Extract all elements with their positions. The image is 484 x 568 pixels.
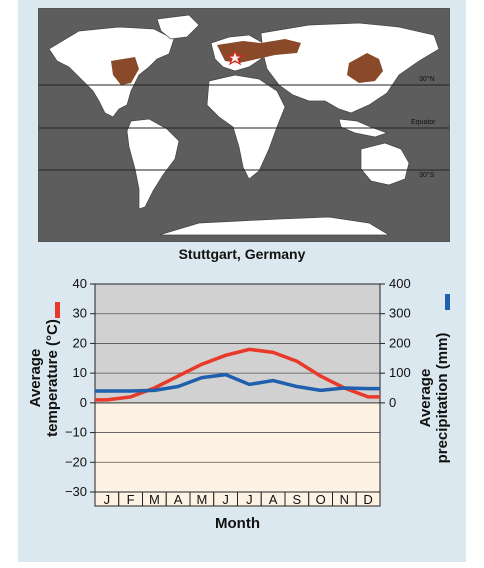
temperature-legend-swatch: [55, 302, 60, 318]
month-label: J: [104, 492, 111, 507]
month-label: J: [222, 492, 229, 507]
y-left-tick-label: −30: [65, 484, 87, 499]
month-label: M: [196, 492, 207, 507]
chart-title: Stuttgart, Germany: [178, 246, 306, 262]
stuttgart-star-marker: [226, 49, 244, 66]
month-label: A: [174, 492, 183, 507]
precipitation-line: [95, 372, 380, 393]
y-right-tick-label: 100: [389, 365, 411, 380]
greenland-shape: [156, 14, 200, 40]
plot-bg-below-zero: [95, 402, 380, 492]
month-label: N: [340, 492, 349, 507]
y-left-axis-title: Averagetemperature (°C): [27, 319, 61, 437]
south-america-shape: [126, 118, 180, 210]
y-left-tick-label: −10: [65, 425, 87, 440]
month-label: A: [269, 492, 278, 507]
y-right-tick-label: 0: [389, 395, 396, 410]
month-label: M: [149, 492, 160, 507]
x-axis-title: Month: [215, 515, 260, 532]
world-map-svg: 30°N Equator 30°S: [39, 14, 449, 236]
antarctica-shape: [158, 216, 391, 236]
month-label: D: [363, 492, 372, 507]
lat-label-30s: 30°S: [419, 171, 435, 179]
y-left-tick-label: −20: [65, 454, 87, 469]
month-label: J: [246, 492, 253, 507]
y-left-tick-label: 30: [73, 306, 87, 321]
y-left-tick-label: 0: [80, 395, 87, 410]
y-left-tick-label: 20: [73, 335, 87, 350]
precipitation-legend-swatch: [445, 294, 450, 310]
temperature-line: [95, 347, 380, 402]
lat-label-equator: Equator: [411, 119, 436, 126]
lat-label-30n: 30°N: [419, 75, 435, 83]
month-label: O: [316, 492, 326, 507]
y-right-axis-title: Averageprecipitation (mm): [417, 333, 451, 464]
y-right-tick-label: 400: [389, 276, 411, 291]
north-america-shape: [48, 26, 175, 118]
y-left-tick-label: 40: [73, 276, 87, 291]
y-right-tick-label: 200: [389, 335, 411, 350]
month-label: S: [293, 492, 302, 507]
world-map: 30°N Equator 30°S: [38, 8, 450, 242]
month-box: [355, 491, 381, 507]
y-right-tick-label: 300: [389, 306, 411, 321]
africa-shape: [206, 74, 286, 180]
biome-region-north-america: [111, 57, 139, 85]
month-label: F: [127, 492, 135, 507]
y-left-tick-label: 10: [73, 365, 87, 380]
australia-shape: [360, 142, 410, 186]
biome-region-east-asia: [347, 53, 383, 83]
